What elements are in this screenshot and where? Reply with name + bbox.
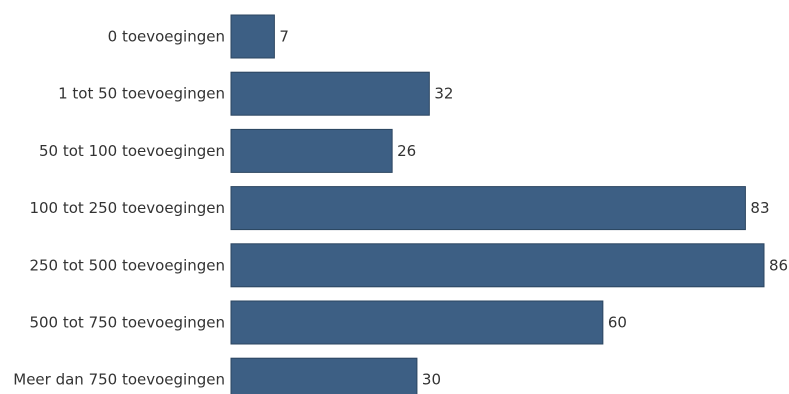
bar-3 — [230, 186, 746, 231]
bar-2 — [230, 128, 393, 173]
category-label-0: 0 toevoegingen — [108, 28, 225, 46]
bar-5 — [230, 300, 604, 345]
bar-6 — [230, 357, 418, 394]
bars-group — [230, 14, 765, 394]
value-label-2: 26 — [397, 142, 416, 160]
bar-1 — [230, 71, 430, 116]
bar-0 — [230, 14, 275, 59]
bar-4 — [230, 243, 765, 288]
value-label-3: 83 — [750, 199, 769, 217]
value-label-4: 86 — [769, 256, 788, 274]
category-label-1: 1 tot 50 toevoegingen — [58, 85, 225, 103]
category-label-6: Meer dan 750 toevoegingen — [13, 371, 225, 389]
value-label-6: 30 — [422, 371, 441, 389]
category-labels: 0 toevoegingen 1 tot 50 toevoegingen 50 to… — [13, 28, 225, 389]
category-label-5: 500 tot 750 toevoegingen — [29, 314, 225, 332]
value-label-1: 32 — [434, 85, 453, 103]
value-label-5: 60 — [608, 314, 627, 332]
category-label-4: 250 tot 500 toevoegingen — [29, 256, 225, 274]
value-label-0: 7 — [279, 28, 289, 46]
category-label-3: 100 tot 250 toevoegingen — [29, 199, 225, 217]
value-labels: 7 32 26 83 86 60 30 — [279, 28, 788, 389]
category-label-2: 50 tot 100 toevoegingen — [39, 142, 225, 160]
